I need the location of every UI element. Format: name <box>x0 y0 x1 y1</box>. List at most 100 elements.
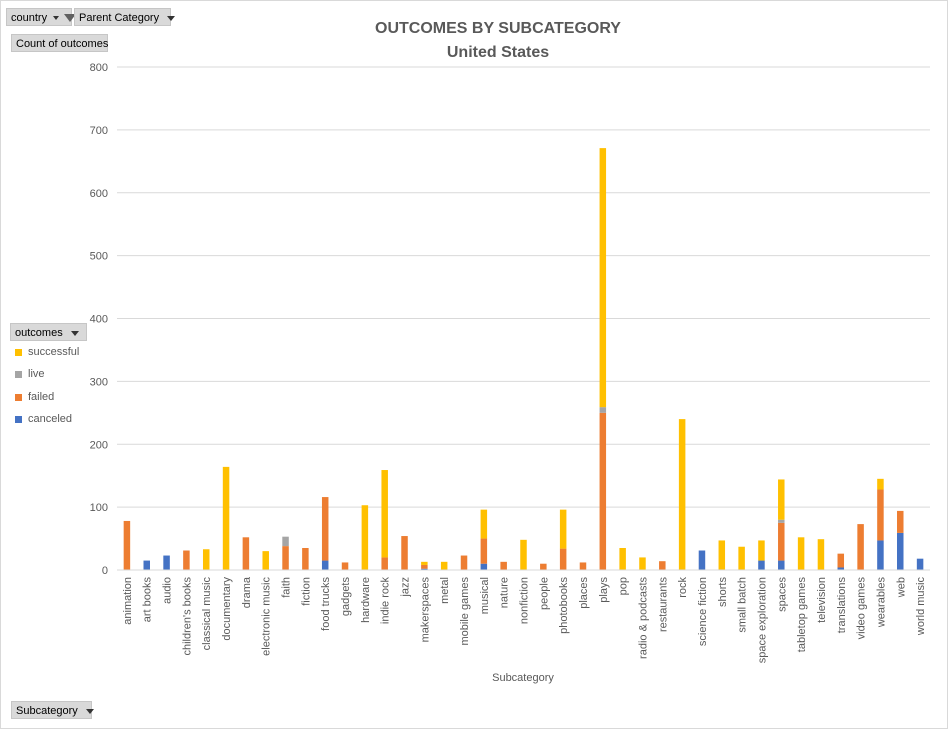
x-tick-label: food trucks <box>320 577 332 631</box>
bar-segment-canceled[interactable] <box>421 568 428 570</box>
bar-segment-successful[interactable] <box>599 148 607 408</box>
bar-segment-successful[interactable] <box>520 539 527 570</box>
bar-segment-live[interactable] <box>599 407 607 413</box>
bar-segment-failed[interactable] <box>857 524 864 570</box>
bar-segment-successful[interactable] <box>381 470 388 558</box>
bar-segment-failed[interactable] <box>381 557 388 570</box>
bar-segment-successful[interactable] <box>421 561 428 565</box>
legend-item-live[interactable]: live <box>15 368 45 380</box>
dropdown-arrow-icon <box>85 708 94 714</box>
bar-segment-failed[interactable] <box>579 562 587 570</box>
bar-segment-successful[interactable] <box>559 509 567 549</box>
dropdown-arrow-icon <box>167 15 176 21</box>
bar-segment-canceled[interactable] <box>778 560 785 570</box>
legend-label-canceled: canceled <box>28 413 73 425</box>
x-tick-label: video games <box>856 577 868 640</box>
bar-segment-successful[interactable] <box>877 478 884 490</box>
bar-segment-failed[interactable] <box>500 561 507 570</box>
bar-segment-canceled[interactable] <box>321 560 329 570</box>
x-tick-label: mobile games <box>459 577 471 646</box>
legend-field-button[interactable]: outcomes <box>10 323 87 341</box>
x-tick-label: musical <box>479 577 491 614</box>
bar-segment-failed[interactable] <box>341 562 349 570</box>
bar-segment-failed[interactable] <box>778 522 785 561</box>
bar-segment-failed[interactable] <box>540 563 547 570</box>
x-tick-label: tabletop games <box>796 577 808 653</box>
bar-segment-failed[interactable] <box>282 546 289 570</box>
bar-segment-canceled[interactable] <box>877 540 884 570</box>
x-tick-label: spaces <box>776 577 788 612</box>
axis-field-button[interactable]: Subcategory <box>11 701 94 719</box>
parent-category-filter-button[interactable]: Parent Category <box>74 8 176 26</box>
y-tick-label: 800 <box>90 62 108 74</box>
bar-segment-successful[interactable] <box>817 539 825 570</box>
legend-item-canceled[interactable]: canceled <box>15 413 72 425</box>
bar-segment-successful[interactable] <box>718 540 726 570</box>
bar-segment-successful[interactable] <box>678 419 686 570</box>
axis-field-label: Subcategory <box>16 705 78 717</box>
bar-segment-canceled[interactable] <box>916 558 924 570</box>
bar-segment-failed[interactable] <box>460 555 468 570</box>
bar-segment-failed[interactable] <box>897 510 904 533</box>
bar-segment-canceled[interactable] <box>758 560 765 570</box>
bar-segment-successful[interactable] <box>440 561 448 570</box>
country-filter-button[interactable]: country <box>6 8 77 26</box>
bar-segment-successful[interactable] <box>262 551 269 570</box>
filter-icon <box>64 14 77 23</box>
bar-segment-canceled[interactable] <box>698 550 706 570</box>
bar-segment-failed[interactable] <box>123 520 131 570</box>
chart-subtitle: United States <box>446 44 550 61</box>
x-tick-label: drama <box>241 576 253 608</box>
bar-segment-failed[interactable] <box>599 412 607 570</box>
y-tick-label: 400 <box>90 314 108 326</box>
bar-segment-successful[interactable] <box>738 546 745 570</box>
bar-segment-failed[interactable] <box>837 553 845 568</box>
bar-segment-failed[interactable] <box>242 537 250 570</box>
bar-segment-successful[interactable] <box>222 466 230 570</box>
bar-segment-failed[interactable] <box>321 497 329 561</box>
x-tick-label: makerspaces <box>419 577 431 643</box>
x-tick-label: jazz <box>400 577 412 598</box>
bar-segment-successful[interactable] <box>639 557 646 570</box>
bar-segment-failed[interactable] <box>183 550 190 570</box>
x-tick-label: wearables <box>875 577 887 629</box>
x-tick-label: hardware <box>360 577 372 623</box>
bar-segment-live[interactable] <box>778 519 785 523</box>
bar-segment-failed[interactable] <box>480 538 488 564</box>
bar-segment-failed[interactable] <box>401 536 408 570</box>
y-tick-label: 700 <box>90 125 108 137</box>
bar-segment-successful[interactable] <box>619 547 626 570</box>
dropdown-arrow-icon <box>70 330 79 336</box>
x-tick-label: places <box>578 577 590 609</box>
bar-segment-successful[interactable] <box>361 505 369 570</box>
value-field-button[interactable]: Count of outcomes <box>11 34 108 52</box>
legend-item-successful[interactable]: successful <box>15 346 79 358</box>
x-tick-label: indie rock <box>380 577 392 625</box>
legend-item-failed[interactable]: failed <box>15 391 54 403</box>
legend-label-live: live <box>28 368 45 380</box>
x-tick-label: shorts <box>717 577 729 607</box>
bar-segment-canceled[interactable] <box>143 560 150 570</box>
bar-segment-failed[interactable] <box>559 548 567 570</box>
bar-segment-live[interactable] <box>282 536 289 547</box>
value-field-label: Count of outcomes <box>16 38 109 50</box>
bar-segment-successful[interactable] <box>797 537 805 570</box>
x-tick-label: pop <box>618 577 630 595</box>
bar-segment-canceled[interactable] <box>837 567 845 570</box>
bar-segment-canceled[interactable] <box>480 563 488 570</box>
bar-segment-successful[interactable] <box>202 549 210 570</box>
x-tick-label: metal <box>439 577 451 604</box>
x-tick-label: classical music <box>201 577 213 651</box>
bar-segment-failed[interactable] <box>659 561 666 570</box>
bar-segment-canceled[interactable] <box>163 555 170 570</box>
bar-segment-successful[interactable] <box>480 509 488 539</box>
bar-segment-failed[interactable] <box>421 564 428 569</box>
bar-segment-failed[interactable] <box>302 547 309 570</box>
x-tick-label: television <box>816 577 828 623</box>
x-tick-label: space exploration <box>756 577 768 663</box>
x-tick-label: nature <box>499 577 511 608</box>
bar-segment-failed[interactable] <box>877 489 884 541</box>
bar-segment-successful[interactable] <box>778 479 785 520</box>
bar-segment-successful[interactable] <box>758 540 765 561</box>
bar-segment-canceled[interactable] <box>897 532 904 570</box>
